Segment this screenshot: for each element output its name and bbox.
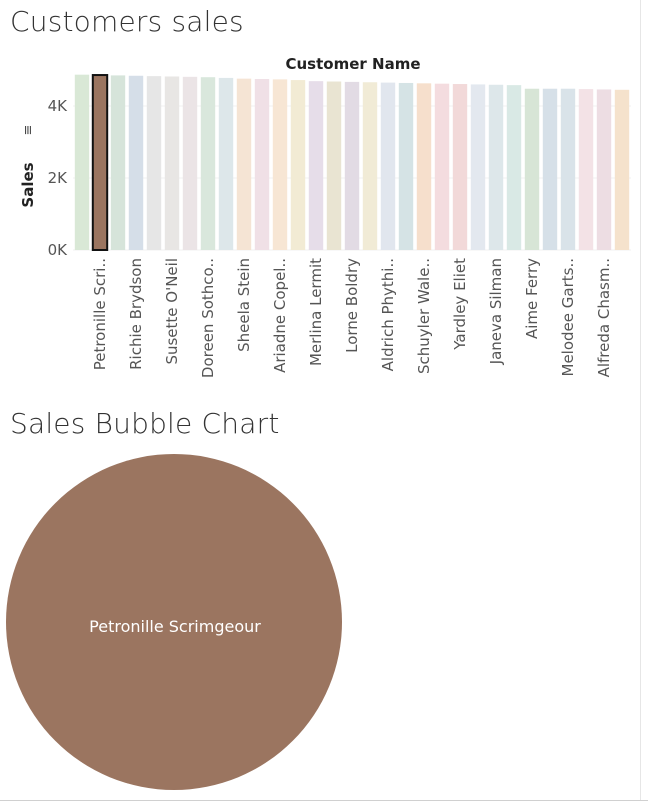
y-axis-title: Sales ≡ <box>19 125 37 208</box>
sales-bubble-chart: Petronille Scrimgeour <box>6 454 342 790</box>
bar[interactable] <box>182 76 198 250</box>
x-tick-label: Petronille Scri.. <box>91 258 109 370</box>
bottom-divider <box>0 800 648 801</box>
x-tick-label: Alfreda Chasm.. <box>595 258 613 377</box>
bar[interactable] <box>416 83 432 250</box>
bar[interactable] <box>398 82 414 251</box>
x-tick-label: Ariadne Copel.. <box>271 258 289 373</box>
bar[interactable] <box>596 89 612 250</box>
x-tick-label: Melodee Garts.. <box>559 258 577 376</box>
bar[interactable] <box>524 88 540 250</box>
bubble-label: Petronille Scrimgeour <box>89 617 261 636</box>
y-tick-label: 4K <box>48 97 69 115</box>
bar[interactable] <box>488 84 504 250</box>
y-tick-label: 2K <box>48 169 69 187</box>
x-tick-label: Richie Brydson <box>127 258 145 370</box>
bar[interactable] <box>362 82 378 251</box>
bar[interactable] <box>308 81 324 250</box>
dashboard-title: Customers sales <box>10 5 244 38</box>
bar[interactable] <box>110 75 126 251</box>
bar[interactable] <box>470 84 486 251</box>
x-tick-label: Aldrich Phythi.. <box>379 258 397 371</box>
x-tick-label: Merlina Lermit <box>307 258 325 366</box>
x-tick-label: Sheela Stein <box>235 258 253 352</box>
x-axis-title: Customer Name <box>285 55 421 73</box>
x-tick-label: Yardley Eliet <box>451 258 469 351</box>
x-axis: Petronille Scri.. Richie Brydson Susette O… <box>91 258 613 378</box>
bar[interactable] <box>290 80 306 250</box>
bubble-petronille-scrimgeour[interactable] <box>6 454 342 790</box>
bar[interactable] <box>200 77 216 250</box>
bar[interactable] <box>614 89 630 250</box>
customer-sales-bar-chart: 0K 2K 4K Petronille Scri.. Richie Brydson Su… <box>19 74 631 378</box>
bubble-chart-title: Sales Bubble Chart <box>10 407 280 440</box>
bar[interactable] <box>91 74 109 252</box>
y-axis-title-text: Sales <box>19 162 37 207</box>
bar[interactable] <box>74 74 90 251</box>
bar[interactable] <box>218 77 234 250</box>
bar[interactable] <box>578 89 594 250</box>
sort-icon[interactable]: ≡ <box>21 125 36 136</box>
bar[interactable] <box>506 85 522 251</box>
x-tick-label: Susette O'Neil <box>163 258 181 365</box>
bar[interactable] <box>236 78 252 250</box>
bar[interactable] <box>164 76 180 250</box>
x-tick-label: Schuyler Wale.. <box>415 258 433 374</box>
bar[interactable] <box>326 81 342 250</box>
y-axis: 0K 2K 4K <box>48 97 69 259</box>
bar[interactable] <box>146 76 162 251</box>
right-divider <box>640 0 641 800</box>
bar[interactable] <box>452 84 468 250</box>
x-tick-label: Janeva Silman <box>487 258 505 365</box>
y-tick-label: 0K <box>48 241 69 259</box>
bar[interactable] <box>560 88 576 250</box>
bars <box>74 74 630 252</box>
bar[interactable] <box>380 82 396 250</box>
bar[interactable] <box>542 88 558 250</box>
bar[interactable] <box>434 83 450 251</box>
bar[interactable] <box>254 79 270 250</box>
bar[interactable] <box>344 81 360 250</box>
bar[interactable] <box>128 75 144 250</box>
x-tick-label: Lorne Boldry <box>343 258 361 353</box>
bar[interactable] <box>272 79 288 250</box>
x-tick-label: Doreen Sothco.. <box>199 258 217 378</box>
x-tick-label: Aime Ferry <box>523 258 541 339</box>
